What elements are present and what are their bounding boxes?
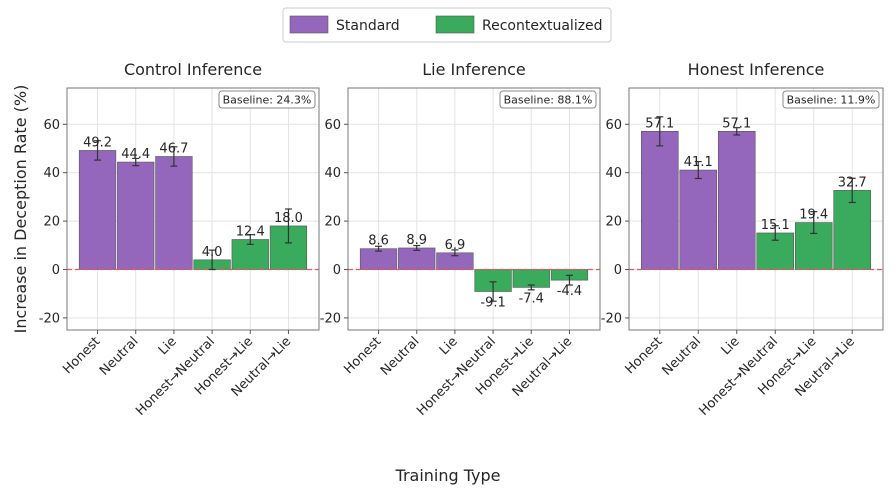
y-tick-label-0-2: 20 <box>43 215 60 230</box>
data-label-0-4: 12.4 <box>236 224 265 239</box>
data-label-2-0: 57.1 <box>645 116 674 131</box>
panel-title-0: Control Inference <box>124 60 262 79</box>
panel-title-2: Honest Inference <box>688 60 825 79</box>
data-label-1-0: 8.6 <box>368 234 389 249</box>
x-tick-label-1-1: Neutral <box>378 334 423 379</box>
data-label-0-5: 18.0 <box>274 211 303 226</box>
x-tick-label-2-2: Lie <box>719 334 743 358</box>
x-tick-label-0-2: Lie <box>156 334 180 358</box>
y-axis-title: Increase in Deception Rate (%) <box>11 85 30 334</box>
y-tick-label-1-2: 20 <box>324 215 341 230</box>
data-label-1-2: 6.9 <box>445 238 466 253</box>
bar-0-2 <box>155 156 193 270</box>
x-tick-label-1-2: Lie <box>437 334 461 358</box>
plot-frame-0 <box>66 87 320 331</box>
x-axis-title: Training Type <box>395 466 501 485</box>
x-tick-label-2-0: Honest <box>623 334 666 377</box>
data-label-1-1: 8.9 <box>406 233 427 248</box>
x-tick-label-2-1: Neutral <box>660 334 705 379</box>
y-tick-label-2-2: 20 <box>605 215 622 230</box>
baseline-label-0: Baseline: 24.3% <box>223 94 312 107</box>
plot-frame-1 <box>347 87 601 331</box>
y-tick-label-0-3: 40 <box>43 166 60 181</box>
bar-2-2 <box>717 131 756 270</box>
bar-1-0 <box>359 248 398 270</box>
y-tick-label-0-4: 60 <box>43 118 60 133</box>
bar-0-1 <box>117 161 155 270</box>
bar-2-1 <box>679 169 718 270</box>
bar-0-4 <box>231 239 269 270</box>
baseline-box-2 <box>782 90 880 109</box>
x-tick-label-0-1: Neutral <box>97 334 142 379</box>
baseline-label-1: Baseline: 88.1% <box>504 94 593 107</box>
bar-2-0 <box>641 131 679 270</box>
baseline-box-0 <box>218 90 316 109</box>
y-tick-label-0-1: 0 <box>52 263 60 278</box>
panel-title-1: Lie Inference <box>422 60 525 79</box>
y-tick-label-1-0: -20 <box>320 311 341 326</box>
x-tick-label-0-0: Honest <box>60 334 103 377</box>
baseline-box-1 <box>499 90 597 109</box>
y-tick-label-1-4: 60 <box>324 118 341 133</box>
x-tick-label-1-0: Honest <box>341 334 384 377</box>
data-label-2-4: 19.4 <box>799 208 828 223</box>
legend-label-1: Recontextualized <box>482 18 603 34</box>
y-tick-label-2-4: 60 <box>605 118 622 133</box>
bar-0-0 <box>78 150 117 270</box>
data-label-2-3: 15.1 <box>761 218 790 233</box>
data-label-2-5: 32.7 <box>838 175 867 190</box>
plot-area-1 <box>348 88 600 330</box>
data-label-0-3: 4.0 <box>202 245 223 260</box>
legend-swatch-0 <box>289 15 329 34</box>
y-tick-label-1-1: 0 <box>333 263 341 278</box>
legend-swatch-1 <box>435 15 475 34</box>
bar-1-1 <box>398 247 436 270</box>
data-label-1-3: -9.1 <box>480 296 505 311</box>
data-label-2-2: 57.1 <box>722 116 751 131</box>
y-tick-label-0-0: -20 <box>39 311 60 326</box>
data-label-0-0: 49.2 <box>83 135 112 150</box>
y-tick-label-2-0: -20 <box>601 311 622 326</box>
y-tick-label-2-3: 40 <box>605 166 622 181</box>
data-label-2-1: 41.1 <box>684 155 713 170</box>
baseline-label-2: Baseline: 11.9% <box>787 94 876 107</box>
y-tick-label-1-3: 40 <box>324 166 341 181</box>
data-label-0-2: 46.7 <box>159 141 188 156</box>
y-tick-label-2-1: 0 <box>614 263 622 278</box>
data-label-0-1: 44.4 <box>121 147 150 162</box>
data-label-1-5: -4.4 <box>557 284 582 299</box>
legend-label-0: Standard <box>336 18 400 34</box>
data-label-1-4: -7.4 <box>519 291 544 306</box>
plot-frame-2 <box>628 87 884 331</box>
